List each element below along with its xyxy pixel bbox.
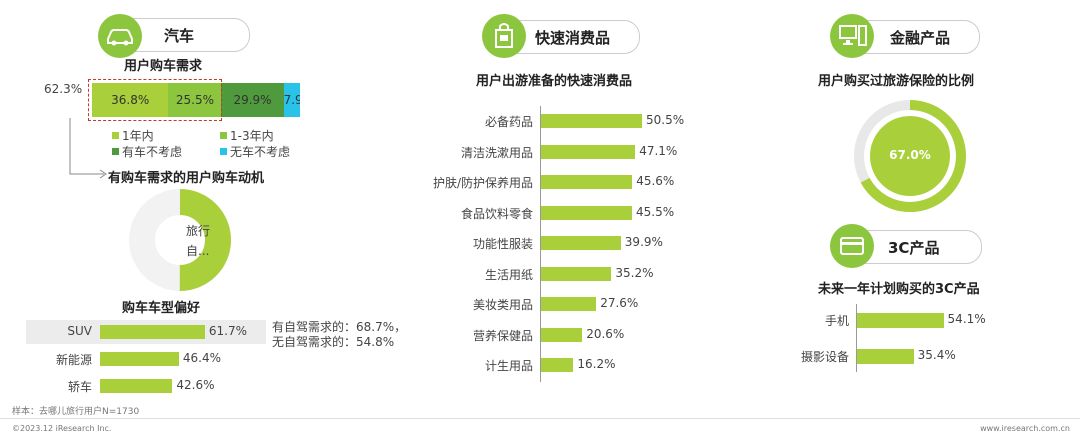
car-type-label-3: 轿车: [67, 380, 92, 394]
footer-sample: 样本：去哪儿旅行用户N=1730: [12, 407, 140, 417]
footer-site: www.iresearch.com.cn: [980, 424, 1070, 433]
car-demand-stacked-bar: 36.8%25.5%29.9%7.9%: [92, 83, 300, 117]
footer-copyright: ©2023.12 iResearch Inc.: [12, 424, 112, 433]
legend-label-2: 1-3年内: [230, 129, 274, 143]
car-type-value-3: 42.6%: [176, 378, 215, 392]
fmcg-axis: [540, 106, 541, 382]
car-type-note-line1: 有自驾需求的：68.7%，: [272, 320, 407, 334]
fmcg-value-8: 20.6%: [586, 326, 625, 341]
motive-label-line2: 自...: [186, 244, 210, 258]
legend-swatch-1: [112, 132, 119, 139]
fmcg-value-3: 45.6%: [636, 174, 675, 188]
motive-donut-arc: [129, 189, 231, 291]
fmcg-label-6: 生活用纸: [484, 267, 533, 282]
fmcg-bar-4: [541, 205, 632, 220]
car-section-label: 汽车: [164, 27, 195, 45]
legend-swatch-4: [220, 148, 227, 155]
fmcg-bar-2: [541, 144, 636, 159]
fmcg-label-7: 美妆类用品: [472, 298, 533, 312]
demand-segment-3: 29.9%: [221, 83, 284, 117]
fmcg-label-4: 食品饮料零食: [460, 206, 533, 221]
fmcg-label-9: 计生用品: [484, 359, 533, 373]
finance-title: 用户购买过旅游保险的比例: [818, 74, 975, 89]
tech-icon-circle: [830, 224, 874, 268]
demand-segment-2: 25.5%: [168, 83, 222, 117]
car-motive-donut: [129, 189, 231, 291]
fmcg-value-4: 45.5%: [636, 204, 675, 219]
demand-segment-1: 36.8%: [92, 83, 169, 117]
tech-title: 未来一年计划购买的3C产品: [818, 282, 980, 297]
fmcg-title: 用户出游准备的快速消费品: [476, 74, 633, 89]
fmcg-bar-9: [541, 358, 574, 372]
fmcg-value-9: 16.2%: [577, 357, 616, 371]
fmcg-value-2: 47.1%: [639, 143, 678, 158]
legend-swatch-3: [112, 148, 119, 155]
car-type-note-line2: 无自驾需求的：54.8%: [272, 335, 395, 349]
fmcg-value-6: 35.2%: [615, 265, 654, 280]
finance-donut: [854, 100, 966, 212]
tech-value-2: 35.4%: [917, 348, 956, 362]
bag-icon: [495, 23, 513, 48]
tech-section-label: 3C产品: [888, 239, 940, 257]
car-type-bar-2: [100, 352, 179, 366]
legend-label-1: 1年内: [122, 129, 154, 143]
fmcg-bar-8: [541, 327, 583, 342]
car-type-value-1: 61.7%: [208, 324, 247, 338]
tech-value-1: 54.1%: [947, 312, 986, 326]
fmcg-bars: 必备药品 50.5% 清洁洗漱用品 47.1% 护肤/防护保养用品 45.6% 食品饮料零食…: [0, 0, 684, 373]
fmcg-bar-3: [541, 175, 633, 189]
car-demand-highlight-box: [88, 79, 222, 121]
motive-label-line1: 旅行: [186, 224, 211, 238]
car-icon-circle: [98, 14, 142, 58]
car-type-title: 购车车型偏好: [122, 301, 201, 316]
car-demand-left-total: 62.3%: [44, 82, 83, 96]
fmcg-label-8: 营养保健品: [472, 328, 533, 343]
fmcg-bar-7: [541, 297, 597, 311]
car-type-bar-1: [100, 325, 205, 339]
car-type-bars: SUV 61.7% 新能源 46.4% 轿车 42.6%: [0, 0, 247, 394]
finance-donut-arc: [854, 100, 966, 212]
finance-section-label: 金融产品: [890, 29, 951, 47]
legend-swatch-2: [220, 132, 227, 139]
fmcg-label-1: 必备药品: [484, 115, 533, 129]
demand-segment-4: 7.9%: [283, 83, 300, 117]
car-type-bar-3: [100, 379, 173, 393]
car-icon: [107, 29, 133, 46]
card-icon: [840, 237, 864, 255]
fmcg-value-5: 39.9%: [624, 235, 663, 249]
fmcg-bar-1: [541, 114, 642, 128]
footer-divider: [0, 418, 1080, 419]
legend-label-4: 无车不考虑: [230, 145, 291, 159]
fmcg-bar-6: [541, 266, 612, 281]
computer-icon: [839, 25, 867, 46]
car-demand-title: 用户购车需求: [124, 59, 203, 74]
tech-axis: [856, 304, 857, 372]
fmcg-value-1: 50.5%: [646, 113, 685, 127]
car-type-label-1: SUV: [67, 324, 92, 338]
tech-bar-2: [857, 349, 914, 364]
car-type-label-2: 新能源: [55, 353, 92, 367]
fmcg-label-3: 护肤/防护保养用品: [432, 176, 533, 190]
tech-bars: 手机 54.1% 摄影设备 35.4%: [0, 0, 986, 364]
legend-label-3: 有车不考虑: [122, 145, 183, 159]
fmcg-label-5: 功能性服装: [472, 237, 533, 251]
fmcg-label-2: 清洁洗漱用品: [460, 145, 533, 160]
tech-label-1: 手机: [824, 314, 849, 328]
fmcg-section-label: 快速消费品: [535, 29, 611, 47]
finance-donut-label: 67.0%: [889, 148, 931, 162]
tech-label-2: 摄影设备: [800, 350, 849, 364]
connector-arrow: [69, 118, 107, 179]
car-motive-title: 有购车需求的用户购车动机: [108, 171, 265, 186]
finance-donut-center: [870, 116, 950, 196]
fmcg-bar-5: [541, 236, 621, 250]
tech-bar-1: [857, 313, 944, 328]
fmcg-value-7: 27.6%: [600, 296, 639, 310]
car-type-value-2: 46.4%: [182, 351, 221, 365]
